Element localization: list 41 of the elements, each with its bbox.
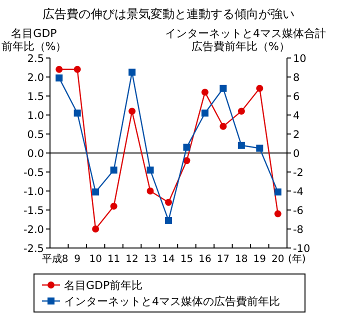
y-tick-label: -1.0 bbox=[24, 186, 44, 198]
x-tick-label: 17 bbox=[216, 254, 230, 265]
text: (年) bbox=[288, 253, 306, 265]
y-tick-label: 1.5 bbox=[27, 91, 44, 103]
y2-axis-title: インターネットと4マス媒体合計広告費前年比（%） bbox=[165, 27, 326, 53]
y2-tick-label: -8 bbox=[293, 224, 304, 236]
legend-label: インターネットと4マス媒体の広告費前年比 bbox=[64, 295, 280, 308]
y2-tick-label: 8 bbox=[293, 72, 300, 84]
y2-tick-label: 10 bbox=[293, 53, 306, 65]
y2-tick-label: 4 bbox=[293, 110, 300, 122]
legend-label: 名目GDP前年比 bbox=[64, 279, 143, 292]
y-tick-label: 2.0 bbox=[27, 72, 44, 84]
x-tick-label: 15 bbox=[180, 254, 194, 265]
y2-tick-label: 2 bbox=[293, 129, 300, 141]
x-tick-label: 平成8 bbox=[42, 253, 68, 265]
y-tick-label: 0.5 bbox=[27, 129, 44, 141]
x-tick-label: 19 bbox=[253, 254, 266, 265]
y2-tick-label: -4 bbox=[293, 186, 304, 198]
x-tick-label: 12 bbox=[126, 254, 138, 265]
x-tick-label: 14 bbox=[162, 254, 175, 265]
y2-tick-label: -10 bbox=[293, 243, 310, 255]
x-tick-label: 16 bbox=[198, 254, 212, 265]
y-tick-label: -2.5 bbox=[24, 243, 44, 255]
y2-tick-label: -2 bbox=[293, 167, 304, 179]
y-tick-label: 1.0 bbox=[27, 110, 44, 122]
y2-tick-label: 0 bbox=[293, 148, 300, 160]
y-tick-label: -2.0 bbox=[24, 224, 44, 236]
y2-tick-label: 6 bbox=[293, 91, 300, 103]
x-tick-label: 13 bbox=[144, 254, 157, 265]
y-tick-label: -1.5 bbox=[24, 205, 44, 217]
y-tick-label: 0.0 bbox=[27, 148, 44, 160]
x-tick-label: 18 bbox=[235, 254, 248, 265]
x-tick-label: 9 bbox=[74, 254, 81, 265]
y-axis-title: 名目GDP 前年比（%） bbox=[1, 27, 67, 53]
chart-title: 広告費の伸びは景気変動と連動する傾向が強い bbox=[42, 7, 294, 21]
y-tick-label: 2.5 bbox=[27, 53, 44, 65]
x-tick-label: 20 bbox=[272, 254, 284, 265]
y-tick-label: -0.5 bbox=[24, 167, 44, 179]
x-tick-label: 11 bbox=[107, 254, 120, 265]
y2-tick-label: -6 bbox=[293, 205, 304, 217]
x-tick-label: 10 bbox=[89, 254, 102, 265]
